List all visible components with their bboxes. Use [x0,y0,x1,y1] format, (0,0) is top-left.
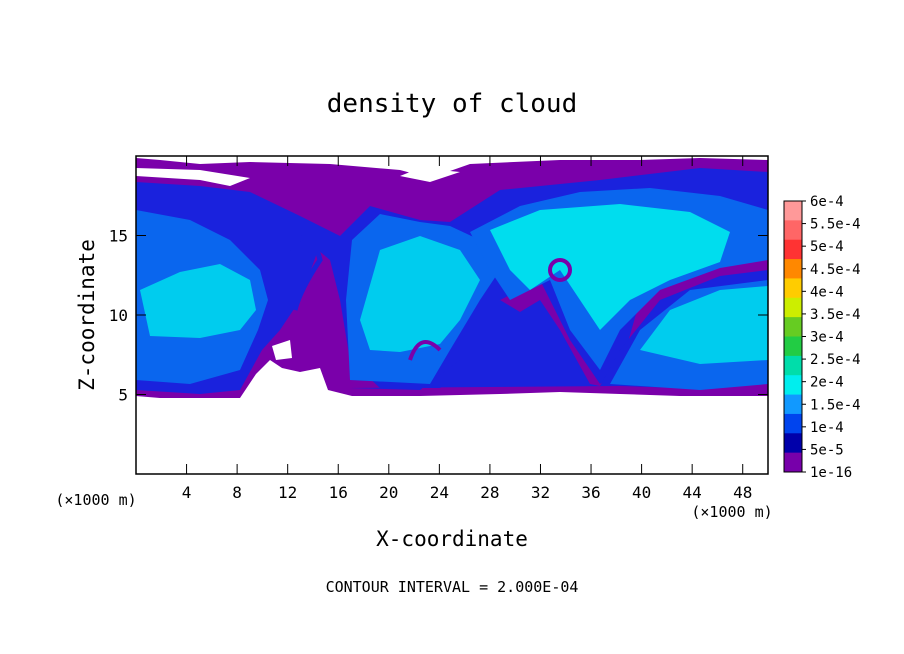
x-tick-label: 32 [531,483,550,502]
colorbar-label: 5e-4 [810,239,844,255]
colorbar-swatch [784,375,802,396]
colorbar-swatch [784,394,802,415]
colorbar: 6e-4 5.5e-4 5e-4 4.5e-4 4e-4 3.5e-4 3e-4 2.5e-4… [783,194,861,481]
colorbar-label: 2e-4 [810,375,844,391]
x-tick-label: 28 [480,483,499,502]
x-tick-label: 12 [278,483,297,502]
y-tick-label: 5 [118,386,128,405]
colorbar-swatch [784,355,802,376]
colorbar-label: 4e-4 [810,284,844,300]
colorbar-label: 5e-5 [810,442,844,458]
colorbar-label: 1e-4 [810,420,844,436]
colorbar-swatch [784,201,802,221]
colorbar-swatch [784,259,802,279]
x-unit-left: (×1000 m) [55,491,136,509]
colorbar-label: 3e-4 [810,330,844,346]
x-unit-right: (×1000 m) [691,503,772,521]
colorbar-swatch [784,278,802,299]
x-tick-label: 48 [733,483,752,502]
x-tick-label: 8 [232,483,242,502]
x-tick-label: 16 [329,483,348,502]
x-tick-label: 40 [632,483,651,502]
y-axis-ticks: 5 10 15 [109,227,768,405]
x-axis-ticks: 4 8 12 16 20 24 28 32 36 40 44 48 [182,156,752,502]
y-axis-label: Z-coordinate [75,239,99,391]
colorbar-swatch [784,239,802,260]
x-tick-label: 36 [581,483,600,502]
chart-title: density of cloud [327,89,577,119]
colorbar-label: 6e-4 [810,194,844,210]
x-tick-label: 24 [430,483,449,502]
colorbar-swatch [784,220,802,241]
cloud-density-field [136,158,768,474]
x-axis-label: X-coordinate [376,527,528,551]
x-tick-label: 20 [379,483,398,502]
colorbar-label: 4.5e-4 [810,262,861,278]
colorbar-label: 5.5e-4 [810,217,861,233]
colorbar-swatch [784,433,802,454]
x-tick-label: 4 [182,483,192,502]
colorbar-swatch [784,452,802,473]
colorbar-label: 1.5e-4 [810,397,861,413]
y-tick-label: 10 [109,306,128,325]
y-tick-label: 15 [109,227,128,246]
colorbar-swatch [784,413,802,434]
colorbar-swatch [784,336,802,357]
colorbar-swatch [784,317,802,337]
colorbar-swatch [784,297,802,318]
colorbar-label: 3.5e-4 [810,307,861,323]
colorbar-label: 2.5e-4 [810,352,861,368]
x-tick-label: 44 [683,483,702,502]
colorbar-label: 1e-16 [810,465,852,481]
contour-interval-footer: CONTOUR INTERVAL = 2.000E-04 [326,578,579,596]
